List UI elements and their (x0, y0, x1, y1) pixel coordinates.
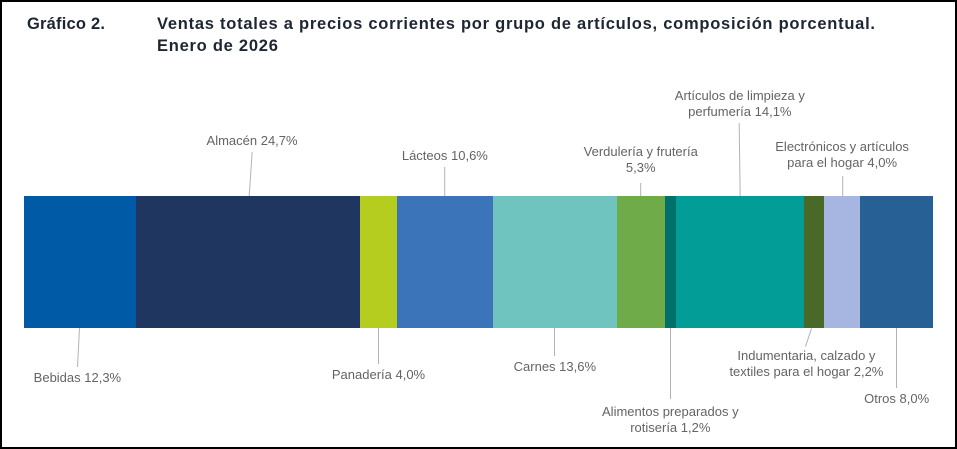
leader-line-4 (444, 167, 446, 196)
leader-line-6 (640, 183, 642, 196)
leader-line-10 (841, 176, 843, 196)
bar-segment-9 (803, 196, 824, 328)
segment-label-11: Otros 8,0% (864, 390, 930, 406)
segment-label-4: Lácteos 10,6% (401, 148, 488, 163)
leader-line-9 (805, 327, 813, 347)
leader-line-2 (248, 151, 253, 197)
leader-line-3 (377, 328, 380, 364)
chart-header: Gráfico 2. Ventas totales a precios corr… (27, 13, 935, 57)
segment-label-7: Alimentos preparados y rotisería 1,2% (602, 404, 739, 435)
segment-label-8: Artículos de limpieza y perfumería 14,1% (674, 88, 805, 119)
segment-label-1: Bebidas 12,3% (33, 369, 122, 385)
segment-label-2: Almacén 24,7% (206, 133, 298, 148)
bar-segment-11 (860, 196, 933, 328)
bar-segment-3 (360, 196, 397, 328)
bar-segment-1 (24, 196, 136, 328)
chart-number-label: Gráfico 2. (27, 15, 106, 33)
leader-line-8 (738, 122, 741, 196)
bar-segment-2 (135, 196, 361, 328)
bar-segment-6 (616, 196, 665, 328)
segment-label-10: Electrónicos y artículos para el hogar 4,… (775, 139, 909, 170)
bar-segment-8 (675, 196, 804, 328)
bar-segment-10 (823, 196, 861, 328)
leader-line-11 (896, 328, 898, 388)
segment-label-6: Verdulería y frutería 5,3% (583, 144, 698, 175)
chart-title-line2: Enero de 2026 (157, 37, 279, 55)
leader-line-1 (77, 327, 81, 368)
leader-line-7 (669, 328, 671, 399)
bar-segment-5 (493, 196, 617, 328)
chart-title-line1: Ventas totales a precios corrientes por … (157, 15, 876, 33)
bar-segment-4 (396, 196, 494, 328)
bar-segment-7 (664, 196, 676, 328)
segment-label-5: Carnes 13,6% (513, 359, 597, 374)
segment-label-9: Indumentaria, calzado y textiles para el … (729, 348, 884, 379)
leader-line-5 (554, 328, 556, 356)
chart-title: Ventas totales a precios corrientes por … (157, 13, 876, 57)
segment-label-3: Panadería 4,0% (331, 367, 426, 382)
stacked-bar (24, 196, 933, 328)
